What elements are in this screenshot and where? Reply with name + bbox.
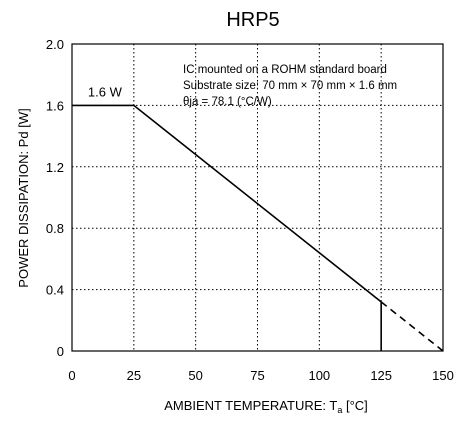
x-axis-label-main: AMBIENT TEMPERATURE: T (164, 398, 337, 413)
derating-curve-segment (380, 301, 444, 352)
x-tick-labels: 0 25 50 75 100 125 150 (68, 368, 453, 383)
x-tick-label: 125 (370, 368, 392, 383)
y-tick-labels: 0 0.4 0.8 1.2 1.6 2.0 (46, 37, 64, 359)
y-tick-label: 2.0 (46, 37, 64, 52)
chart-title: HRP5 (226, 9, 279, 31)
x-tick-label: 25 (127, 368, 141, 383)
y-tick-label: 0 (57, 344, 64, 359)
x-tick-label: 50 (188, 368, 202, 383)
derating-curve-segment (72, 104, 382, 303)
annotations: 1.6 W (88, 84, 123, 99)
board-note-line: IC mounted on a ROHM standard board (183, 64, 387, 76)
board-note-line: θja = 78.1 (°C/W) (183, 96, 272, 108)
x-tick-label: 0 (68, 368, 75, 383)
x-tick-label: 150 (432, 368, 454, 383)
board-note-line: Substrate size: 70 mm × 70 mm × 1.6 mm (183, 80, 397, 92)
data-series (72, 104, 444, 352)
x-axis-label: AMBIENT TEMPERATURE: Ta [°C] (164, 398, 368, 415)
y-tick-label: 0.4 (46, 283, 64, 298)
x-axis-label-subscript: a (337, 405, 342, 415)
y-tick-label: 0.8 (46, 221, 64, 236)
annotation-label: 1.6 W (88, 84, 123, 99)
x-tick-label: 75 (250, 368, 264, 383)
board-notes: IC mounted on a ROHM standard board Subst… (183, 64, 397, 108)
plot-frame (71, 43, 444, 352)
x-tick-label: 100 (308, 368, 330, 383)
grid-lines (72, 44, 443, 351)
x-axis-label-unit: [°C] (342, 398, 367, 413)
y-tick-label: 1.2 (46, 160, 64, 175)
y-axis-label: POWER DISSIPATION: Pd [W] (16, 108, 31, 287)
y-tick-label: 1.6 (46, 98, 64, 113)
